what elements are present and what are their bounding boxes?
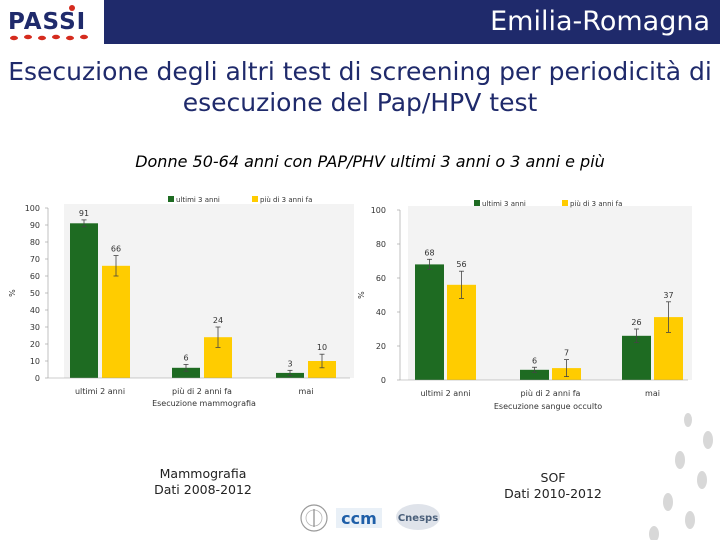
- category-label: mai: [299, 387, 314, 396]
- chart-subtitle: Donne 50-64 anni con PAP/PHV ultimi 3 an…: [135, 152, 605, 171]
- caption-sof-period: Dati 2010-2012: [504, 486, 602, 501]
- data-label: 91: [79, 209, 89, 218]
- y-tick-label: 40: [376, 308, 386, 317]
- caption-mammografia-period: Dati 2008-2012: [154, 482, 252, 497]
- y-tick-label: 60: [376, 274, 386, 283]
- y-axis-label: %: [357, 291, 366, 299]
- legend-swatch: [168, 196, 174, 202]
- legend-swatch: [562, 200, 568, 206]
- y-tick-label: 40: [30, 306, 40, 315]
- y-tick-label: 0: [381, 376, 386, 385]
- category-label: ultimi 2 anni: [75, 387, 125, 396]
- category-label: più di 2 anni fa: [521, 389, 581, 398]
- region-label: Emilia-Romagna: [490, 6, 710, 37]
- data-label: 37: [663, 291, 673, 300]
- data-label: 3: [287, 359, 292, 368]
- category-label: mai: [645, 389, 660, 398]
- legend-swatch: [474, 200, 480, 206]
- data-label: 66: [111, 245, 121, 254]
- legend-label: più di 3 anni fa: [260, 196, 312, 204]
- y-tick-label: 20: [30, 340, 40, 349]
- page-title: Esecuzione degli altri test di screening…: [8, 57, 712, 117]
- y-tick-label: 60: [30, 272, 40, 281]
- passi-logo-text: PASSI: [8, 9, 86, 35]
- chart-2: 0 20 40 60 80 100% ultimi 3 anni più di 3 anni …: [357, 200, 692, 411]
- x-axis-label: Esecuzione sangue occulto: [494, 402, 602, 411]
- y-axis-label: %: [8, 289, 17, 297]
- bar: [172, 367, 200, 378]
- data-label: 24: [213, 316, 223, 325]
- data-label: 6: [183, 353, 188, 362]
- ministry-seal-icon: [300, 504, 328, 532]
- y-tick-label: 0: [35, 374, 40, 383]
- caption-sof-label: SOF: [540, 470, 566, 485]
- y-tick-label: 100: [25, 204, 40, 213]
- bar: [102, 265, 130, 378]
- y-tick-label: 90: [30, 221, 40, 230]
- data-label: 10: [317, 343, 327, 352]
- y-tick-label: 100: [371, 206, 386, 215]
- legend-label: più di 3 anni fa: [570, 200, 622, 208]
- cnesps-logo-text: Cnesps: [398, 513, 438, 524]
- data-label: 7: [564, 349, 569, 358]
- y-tick-label: 50: [30, 289, 40, 298]
- bar: [415, 264, 444, 380]
- ccm-logo: ccm: [336, 508, 382, 528]
- chart-1: 0 10 20 30 40 50 60 70 80 90 100% ultimi 3 anni più …: [8, 196, 354, 408]
- y-tick-label: 80: [376, 240, 386, 249]
- cnesps-logo: Cnesps: [396, 504, 440, 530]
- bar: [622, 335, 651, 380]
- y-tick-label: 10: [30, 357, 40, 366]
- bar: [70, 223, 98, 378]
- caption-mammografia: Mammografia Dati 2008-2012: [128, 466, 278, 498]
- y-tick-label: 30: [30, 323, 40, 332]
- passi-logo-graphic: PASSI: [8, 5, 88, 41]
- y-tick-label: 20: [376, 342, 386, 351]
- bar: [308, 361, 336, 378]
- data-label: 68: [424, 248, 434, 257]
- legend-swatch: [252, 196, 258, 202]
- legend-label: ultimi 3 anni: [482, 200, 526, 208]
- bar: [447, 284, 476, 380]
- data-label: 56: [456, 260, 466, 269]
- bar: [520, 369, 549, 380]
- data-label: 26: [631, 318, 641, 327]
- header-bar: Emilia-Romagna: [104, 0, 720, 44]
- data-label: 6: [532, 356, 537, 365]
- footer-logos: ccm Cnesps: [300, 504, 440, 532]
- category-label: ultimi 2 anni: [420, 389, 470, 398]
- legend-label: ultimi 3 anni: [176, 196, 220, 204]
- footprints-decoration: [649, 413, 713, 540]
- category-label: più di 2 anni fa: [172, 387, 232, 396]
- caption-mammografia-label: Mammografia: [159, 466, 247, 481]
- caption-sof: SOF Dati 2010-2012: [478, 470, 628, 502]
- y-tick-label: 70: [30, 255, 40, 264]
- ccm-logo-text: ccm: [341, 509, 377, 528]
- y-tick-label: 80: [30, 238, 40, 247]
- x-axis-label: Esecuzione mammografia: [152, 399, 256, 408]
- passi-logo: PASSI: [0, 0, 104, 44]
